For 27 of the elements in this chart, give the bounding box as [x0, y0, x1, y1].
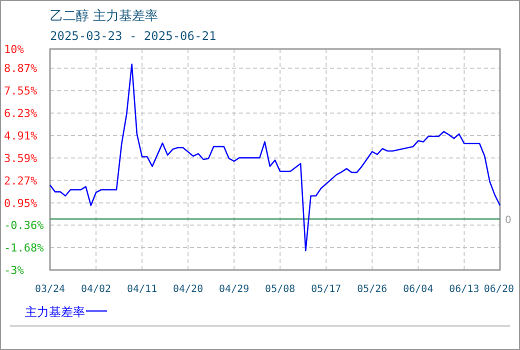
y-tick-label: 7.55%: [4, 84, 38, 98]
y-tick-label: 8.87%: [4, 62, 38, 76]
y-tick-label: -0.36%: [4, 219, 44, 232]
x-tick-label: 04/02: [80, 284, 112, 295]
x-tick-label: 03/24: [34, 284, 66, 295]
line-series: [49, 64, 501, 252]
chart-subtitle: 2025-03-23 - 2025-06-21: [50, 29, 216, 43]
y-tick-label: 10%: [4, 43, 24, 56]
x-tick-label: 05/26: [357, 284, 388, 295]
y-tick-label: 6.23%: [4, 107, 38, 120]
chart-title: 乙二醇 主力基差率: [50, 8, 158, 24]
x-tick-label: 04/20: [173, 284, 204, 295]
legend-label: 主力基差率: [25, 305, 85, 319]
x-tick-label: 06/13: [449, 284, 480, 295]
y-tick-label: 2.27%: [4, 174, 38, 188]
y-tick-label: 0.95%: [4, 196, 38, 210]
x-tick-label: 05/08: [265, 284, 296, 295]
ref-line-label: 0: [505, 215, 512, 226]
y-tick-label: -1.68%: [4, 242, 44, 255]
y-tick-label: 3.59%: [4, 152, 38, 165]
x-tick-label: 06/04: [403, 284, 434, 295]
y-tick-label: -3%: [4, 264, 24, 277]
x-tick-label: 05/17: [311, 284, 342, 295]
x-tick-label: 04/11: [126, 284, 158, 295]
x-tick-label: 06/20: [484, 284, 514, 295]
x-tick-label: 04/29: [219, 284, 250, 295]
y-tick-label: 4.91%: [4, 130, 38, 143]
